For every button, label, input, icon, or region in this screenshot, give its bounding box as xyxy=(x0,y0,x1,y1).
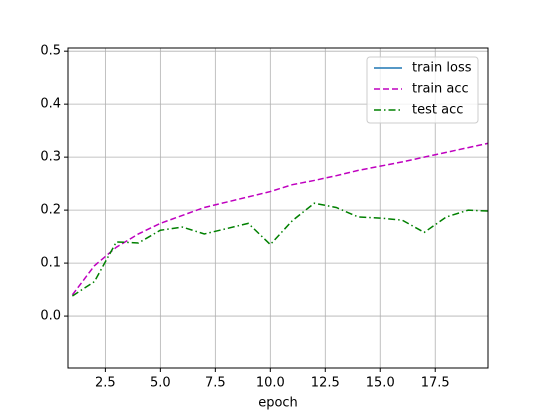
x-tick-label: 10.0 xyxy=(256,376,285,391)
legend-box xyxy=(366,56,479,124)
x-tick-label: 15.0 xyxy=(366,376,395,391)
axes-frame xyxy=(67,47,489,369)
y-tick-label: 0.2 xyxy=(40,203,61,218)
series-line xyxy=(71,202,488,297)
y-tick-label: 0.0 xyxy=(40,309,61,324)
y-tick-label: 0.5 xyxy=(40,44,61,59)
x-tick-label: 2.5 xyxy=(95,376,116,391)
x-axis-label: epoch xyxy=(258,396,298,411)
ticks: 2.5 5.0 7.5 10.0 12.5 15.0 17.5 0.0 0.1 0.2 0.3 0.4… xyxy=(40,44,449,391)
grid xyxy=(68,48,488,368)
y-tick-label: 0.3 xyxy=(40,150,61,165)
x-tick-label: 7.5 xyxy=(205,376,226,391)
y-tick-label: 0.1 xyxy=(40,256,61,271)
legend-label: test acc xyxy=(412,103,463,118)
x-tick-label: 17.5 xyxy=(421,376,450,391)
legend-label: train acc xyxy=(412,82,469,97)
series-line xyxy=(71,142,488,296)
legend-label: train loss xyxy=(412,61,472,76)
plot-area xyxy=(71,142,488,297)
x-tick-label: 12.5 xyxy=(311,376,340,391)
y-tick-label: 0.4 xyxy=(40,97,61,112)
x-tick-label: 5.0 xyxy=(150,376,171,391)
legend: train loss train acc test acc xyxy=(366,56,479,124)
